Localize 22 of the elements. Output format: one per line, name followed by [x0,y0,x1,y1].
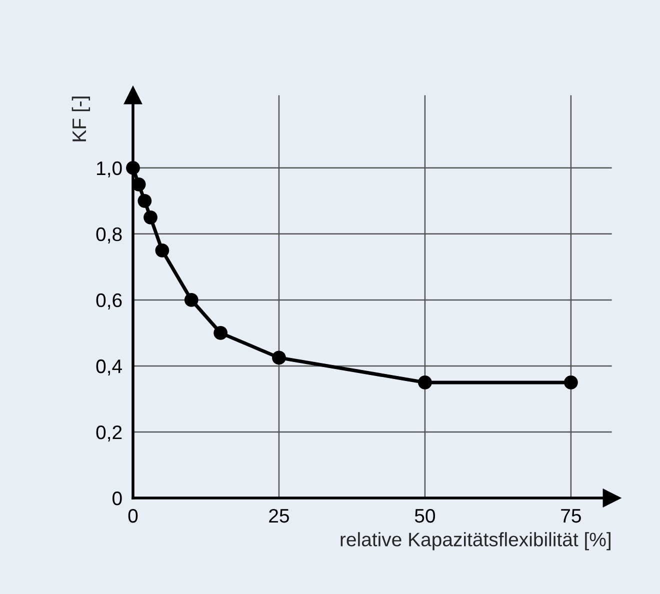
point [138,194,152,208]
point [132,177,146,192]
x-axis-title: relative Kapazitätsflexibilität [%] [340,532,610,550]
point [418,376,432,390]
x-tick-label: 0 [128,508,138,523]
y-tick-label: 0,2 [96,425,122,442]
point [126,160,140,175]
point [184,293,198,307]
point [155,243,170,258]
x-tick-label: 50 [414,508,436,523]
point [144,210,158,224]
y-axis-title: KF [-] [72,96,90,142]
y-tick-label: 0,8 [96,227,122,244]
x-tick-label: 25 [269,508,289,523]
y-tick-label: 0,6 [96,293,122,310]
point [564,376,578,390]
point [214,326,228,340]
point [272,350,286,365]
x-tick-label: 75 [561,509,581,523]
y-tick-label: 0,4 [96,359,122,376]
y-tick-label: 1,0 [97,161,122,178]
y-tick-label: 0 [112,491,122,506]
